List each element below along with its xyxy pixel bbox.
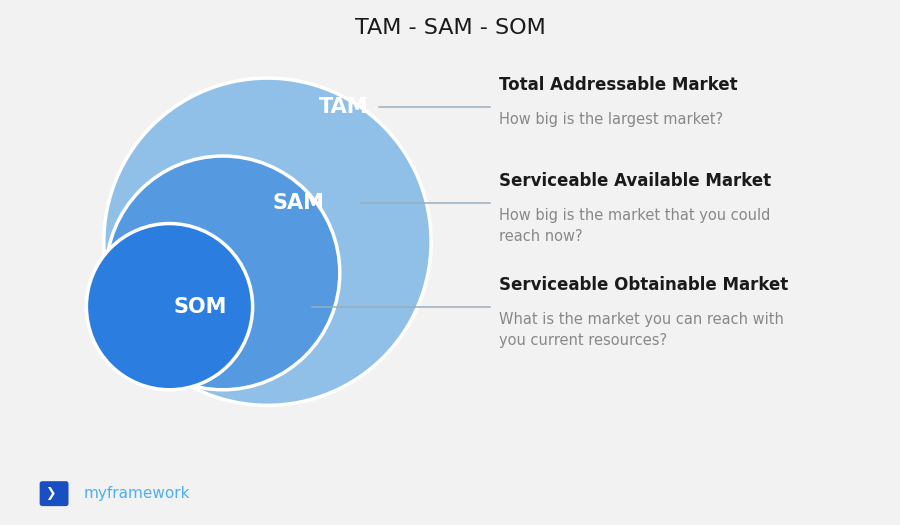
Text: How big is the largest market?: How big is the largest market?	[499, 112, 723, 127]
Text: ❯: ❯	[45, 487, 56, 500]
Circle shape	[104, 78, 431, 405]
Circle shape	[106, 156, 340, 390]
Text: TAM - SAM - SOM: TAM - SAM - SOM	[355, 18, 545, 38]
Text: SOM: SOM	[174, 297, 228, 317]
Text: Serviceable Obtainable Market: Serviceable Obtainable Market	[499, 276, 788, 293]
Text: Total Addressable Market: Total Addressable Market	[499, 76, 738, 93]
Text: myframework: myframework	[84, 486, 191, 501]
Text: TAM: TAM	[319, 97, 368, 117]
Text: SAM: SAM	[273, 193, 325, 213]
Text: What is the market you can reach with
you current resources?: What is the market you can reach with yo…	[499, 312, 784, 348]
Circle shape	[86, 224, 253, 390]
Text: How big is the market that you could
reach now?: How big is the market that you could rea…	[499, 208, 770, 244]
FancyBboxPatch shape	[40, 481, 68, 506]
Text: Serviceable Available Market: Serviceable Available Market	[499, 172, 771, 190]
